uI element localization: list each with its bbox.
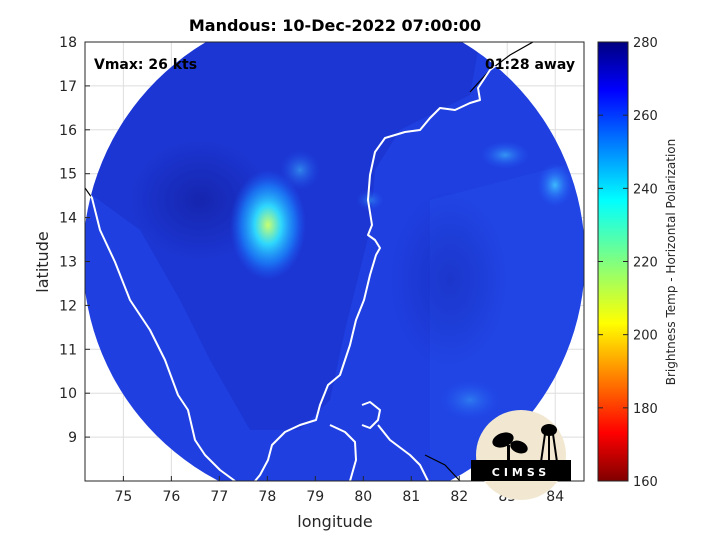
cimss-logo-dish-1 <box>492 432 514 448</box>
coastline-outside-south <box>424 454 461 481</box>
x-tick-label: 75 <box>114 489 132 505</box>
away-label: 01:28 away <box>485 57 575 73</box>
x-tick-label: 79 <box>306 489 324 505</box>
colorbar-tick-label: 280 <box>633 36 658 51</box>
x-tick-label: 84 <box>546 489 564 505</box>
colorbar-label: Brightness Temp - Horizontal Polarizatio… <box>664 139 678 386</box>
warm-patch-3 <box>480 141 530 169</box>
vmax-label: Vmax: 26 kts <box>94 57 197 73</box>
y-tick-label: 14 <box>59 211 77 227</box>
y-axis-ticks: 9 10 11 12 13 14 15 16 17 18 <box>59 35 90 446</box>
x-tick-label: 78 <box>258 489 276 505</box>
coastline-outside-north <box>469 42 535 93</box>
coastline-east <box>254 42 541 481</box>
colorbar-tick-label: 160 <box>633 475 658 490</box>
sri-lanka-west <box>329 424 357 481</box>
warm-patch-4 <box>440 380 500 420</box>
cimss-logo-dish-stand <box>507 445 510 461</box>
satellite-swath <box>85 42 584 481</box>
map-title: Mandous: 10-Dec-2022 07:00:00 <box>189 16 481 35</box>
colorbar-tick-label: 240 <box>633 182 658 197</box>
colorbar-tick-label: 220 <box>633 256 658 271</box>
y-tick-label: 12 <box>59 298 77 314</box>
cimss-logo: CIMSS <box>471 410 571 500</box>
x-tick-label: 76 <box>162 489 180 505</box>
colorbar-tick-label: 200 <box>633 329 658 344</box>
y-tick-label: 10 <box>59 386 77 402</box>
x-tick-label: 80 <box>354 489 372 505</box>
cimss-logo-bar <box>471 460 571 481</box>
x-tick-label: 82 <box>450 489 468 505</box>
x-axis-label: longitude <box>297 512 372 531</box>
y-axis-label: latitude <box>33 231 52 292</box>
coastlines-inside <box>85 42 541 481</box>
colorbar-ticks: 280 260 240 220 200 180 160 <box>598 36 658 490</box>
sri-lanka-east <box>377 424 429 481</box>
coastline-west <box>85 187 236 481</box>
y-tick-label: 13 <box>59 255 77 271</box>
cimss-logo-text: CIMSS <box>492 466 550 479</box>
warm-patch-1 <box>280 150 320 190</box>
cold-patch-2 <box>390 190 510 370</box>
convective-blob <box>230 170 306 280</box>
jaffna-peninsula <box>361 401 381 429</box>
y-tick-label: 11 <box>59 342 77 358</box>
colorbar-tick-label: 260 <box>633 109 658 124</box>
cimss-logo-dish-2 <box>510 440 528 454</box>
x-tick-label: 81 <box>402 489 420 505</box>
cimss-logo-tower-tank <box>541 424 557 436</box>
y-tick-label: 18 <box>59 35 77 51</box>
y-tick-label: 16 <box>59 123 77 139</box>
y-tick-label: 17 <box>59 79 77 95</box>
y-tick-label: 15 <box>59 167 77 183</box>
cimss-logo-tower-legs <box>540 433 558 463</box>
warm-patch-2 <box>537 163 573 207</box>
warm-patch-5 <box>356 190 384 210</box>
y-tick-label: 9 <box>68 430 77 446</box>
cimss-logo-disk <box>476 410 566 500</box>
x-tick-label: 77 <box>210 489 228 505</box>
colorbar-tick-label: 180 <box>633 402 658 417</box>
